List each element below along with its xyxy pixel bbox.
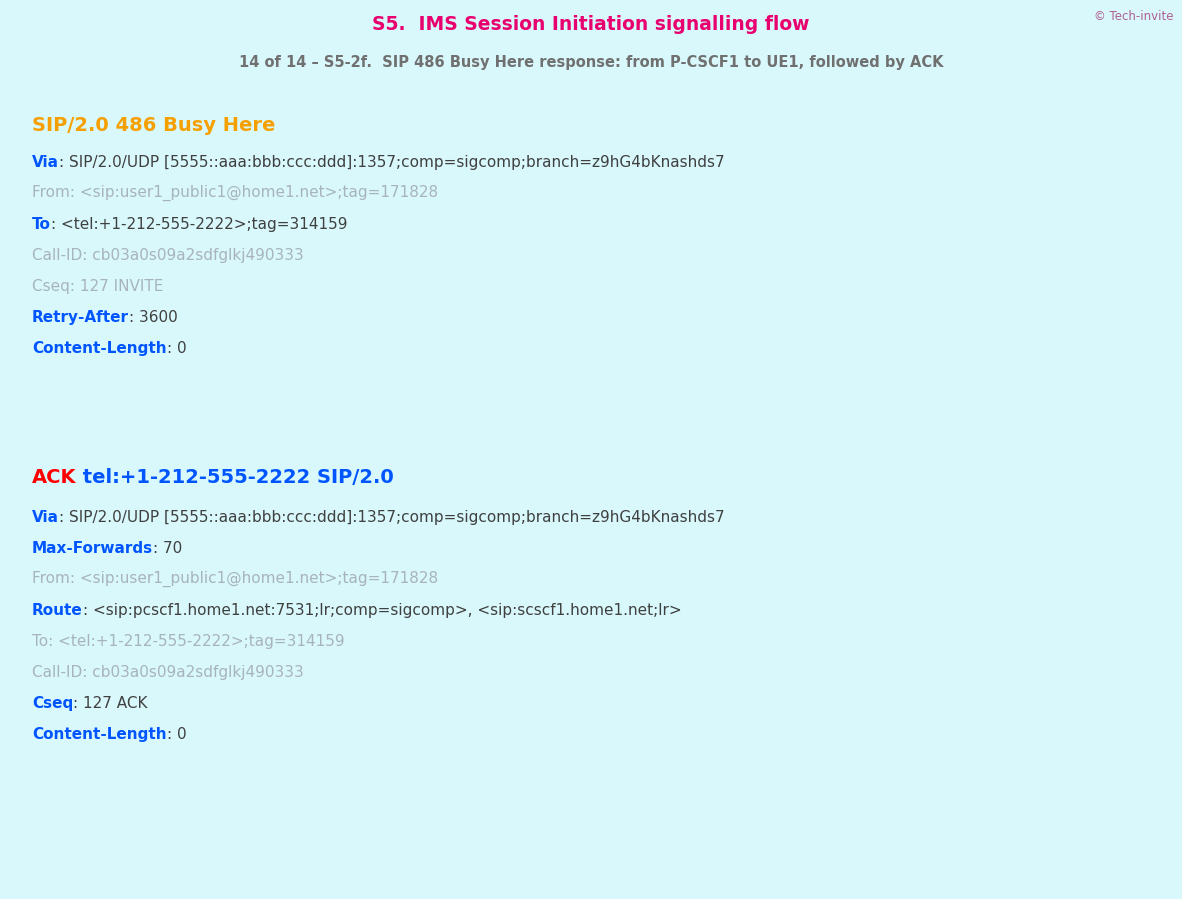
Text: © Tech-invite: © Tech-invite — [1095, 11, 1174, 23]
Text: ACK: ACK — [32, 467, 77, 486]
Text: To: <tel:+1-212-555-2222>;tag=314159: To: <tel:+1-212-555-2222>;tag=314159 — [32, 634, 344, 649]
Text: : 0: : 0 — [167, 726, 186, 742]
Text: Retry-After: Retry-After — [32, 309, 129, 325]
Text: Cseq: Cseq — [32, 696, 73, 711]
Text: 14 of 14 – S5-2f.  SIP 486 Busy Here response: from P-CSCF1 to UE1, followed by : 14 of 14 – S5-2f. SIP 486 Busy Here resp… — [239, 55, 943, 70]
Text: Route: Route — [32, 602, 83, 618]
Text: : 3600: : 3600 — [129, 309, 177, 325]
Text: From: <sip:user1_public1@home1.net>;tag=171828: From: <sip:user1_public1@home1.net>;tag=… — [32, 185, 439, 201]
Text: Via: Via — [32, 155, 59, 170]
Text: Via: Via — [32, 510, 59, 525]
Text: : SIP/2.0/UDP [5555::aaa:bbb:ccc:ddd]:1357;comp=sigcomp;branch=z9hG4bKnashds7: : SIP/2.0/UDP [5555::aaa:bbb:ccc:ddd]:13… — [59, 510, 725, 525]
Text: From: <sip:user1_public1@home1.net>;tag=171828: From: <sip:user1_public1@home1.net>;tag=… — [32, 571, 439, 587]
Text: : <sip:pcscf1.home1.net:7531;lr;comp=sigcomp>, <sip:scscf1.home1.net;lr>: : <sip:pcscf1.home1.net:7531;lr;comp=sig… — [83, 602, 681, 618]
Text: Call-ID: cb03a0s09a2sdfglkj490333: Call-ID: cb03a0s09a2sdfglkj490333 — [32, 664, 304, 680]
Text: Call-ID: cb03a0s09a2sdfglkj490333: Call-ID: cb03a0s09a2sdfglkj490333 — [32, 248, 304, 263]
Text: : SIP/2.0/UDP [5555::aaa:bbb:ccc:ddd]:1357;comp=sigcomp;branch=z9hG4bKnashds7: : SIP/2.0/UDP [5555::aaa:bbb:ccc:ddd]:13… — [59, 155, 725, 170]
Text: Max-Forwards: Max-Forwards — [32, 540, 152, 556]
Text: S5.  IMS Session Initiation signalling flow: S5. IMS Session Initiation signalling fl… — [372, 15, 810, 34]
Text: : 70: : 70 — [152, 540, 182, 556]
Text: tel:+1-212-555-2222 SIP/2.0: tel:+1-212-555-2222 SIP/2.0 — [77, 467, 394, 486]
Text: : 127 ACK: : 127 ACK — [73, 696, 148, 711]
Text: SIP/2.0 486 Busy Here: SIP/2.0 486 Busy Here — [32, 116, 275, 135]
Text: : 0: : 0 — [167, 341, 186, 356]
Text: Content-Length: Content-Length — [32, 726, 167, 742]
Text: : <tel:+1-212-555-2222>;tag=314159: : <tel:+1-212-555-2222>;tag=314159 — [51, 217, 348, 232]
Text: To: To — [32, 217, 51, 232]
Text: Content-Length: Content-Length — [32, 341, 167, 356]
Text: Cseq: 127 INVITE: Cseq: 127 INVITE — [32, 279, 163, 294]
